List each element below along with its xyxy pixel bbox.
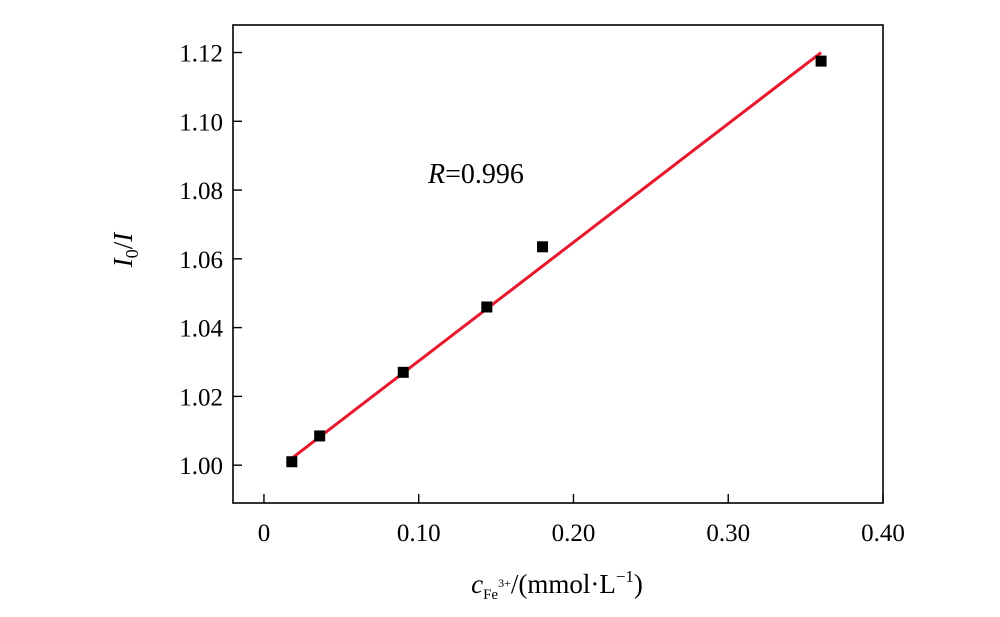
y-tick-label: 1.08 (179, 178, 223, 205)
y-tick-label: 1.04 (179, 316, 223, 343)
x-axis-subscript: Fe (483, 587, 498, 603)
y-axis-denominator: I (108, 231, 138, 243)
y-tick-labels: 1.00 1.02 1.04 1.06 1.08 1.10 1.12 (179, 41, 223, 481)
x-tick-labels: 0 0.10 0.20 0.30 0.40 (258, 520, 905, 547)
correlation-annotation: R=0.996 (427, 159, 524, 190)
data-point (815, 55, 827, 67)
x-tick-label: 0.20 (552, 520, 596, 547)
x-tick-label: 0 (258, 520, 271, 547)
y-tick-label: 1.02 (179, 384, 223, 411)
x-tick-label: 0.10 (397, 520, 441, 547)
y-tick-label: 1.12 (179, 41, 223, 68)
x-axis-variable: c (471, 569, 483, 599)
x-tick-label: 0.30 (706, 520, 750, 547)
annotation-variable: R (427, 159, 445, 190)
tick-marks (233, 51, 884, 503)
fit-line-layer (290, 51, 823, 460)
y-axis-numerator-subscript: 0 (122, 249, 142, 258)
y-axis-title: I0/I (108, 231, 142, 269)
x-axis-close: ) (634, 569, 643, 599)
y-tick-label: 1.00 (179, 453, 223, 480)
fit-line (290, 51, 823, 460)
data-point (397, 366, 409, 378)
y-tick-label: 1.06 (179, 247, 223, 274)
plot-area-frame (232, 24, 884, 504)
data-point (314, 430, 326, 442)
x-axis-title: cFe3+/(mmol·L−1) (471, 567, 643, 603)
x-axis-superscript: 3+ (498, 576, 511, 590)
data-points (286, 55, 827, 468)
data-point (537, 241, 549, 253)
x-tick-label: 0.40 (861, 520, 905, 547)
data-point (481, 301, 493, 313)
x-axis-exponent: −1 (616, 567, 634, 586)
y-axis-numerator: I (108, 256, 138, 268)
annotation-value: =0.996 (445, 159, 524, 190)
y-tick-label: 1.10 (179, 109, 223, 136)
data-point (286, 456, 298, 468)
y-axis-slash: / (108, 241, 138, 249)
x-axis-unit: /(mmol·L (511, 569, 616, 599)
